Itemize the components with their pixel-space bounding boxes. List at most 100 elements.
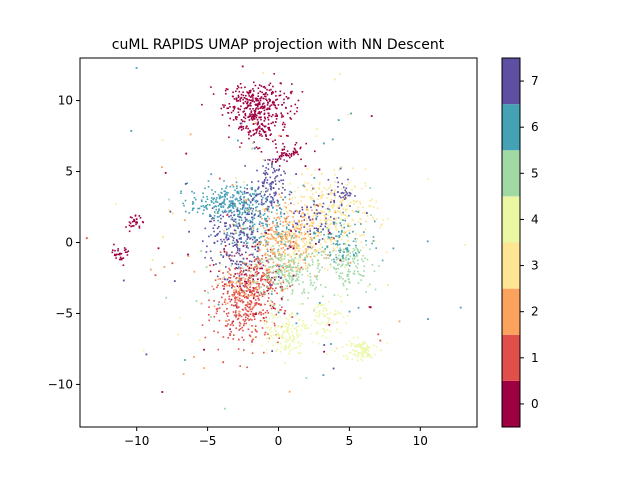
- scatter-point: [267, 261, 270, 264]
- scatter-point: [274, 308, 276, 310]
- scatter-point: [224, 245, 227, 247]
- scatter-point: [200, 205, 203, 208]
- scatter-point: [269, 284, 271, 286]
- scatter-point: [239, 146, 241, 148]
- scatter-point: [361, 275, 363, 277]
- scatter-point: [275, 118, 278, 120]
- scatter-point: [288, 321, 291, 324]
- scatter-point: [267, 188, 269, 191]
- scatter-point: [289, 345, 291, 347]
- scatter-point: [236, 209, 239, 211]
- scatter-point: [293, 203, 295, 206]
- scatter-point: [233, 334, 235, 336]
- scatter-point: [257, 103, 260, 105]
- scatter-point: [228, 215, 230, 218]
- scatter-point: [224, 299, 226, 302]
- scatter-point: [262, 313, 265, 315]
- scatter-point: [281, 192, 283, 194]
- scatter-point: [284, 230, 287, 232]
- scatter-point: [289, 228, 292, 231]
- scatter-point: [271, 301, 274, 303]
- scatter-point: [233, 275, 235, 277]
- scatter-point: [271, 249, 274, 252]
- scatter-point: [271, 90, 274, 93]
- scatter-point: [236, 246, 238, 248]
- scatter-point: [242, 201, 244, 204]
- scatter-point: [282, 239, 285, 242]
- scatter-point: [245, 202, 247, 204]
- scatter-point: [221, 114, 224, 116]
- scatter-point: [366, 353, 369, 356]
- scatter-point: [290, 155, 293, 157]
- scatter-point: [233, 314, 236, 317]
- scatter-point: [280, 255, 283, 257]
- scatter-point: [276, 212, 278, 215]
- scatter-point: [242, 206, 244, 209]
- scatter-point: [222, 215, 224, 218]
- scatter-point: [219, 230, 221, 233]
- cluster-label-7: [322, 177, 356, 209]
- scatter-point: [276, 151, 279, 153]
- scatter-point: [247, 302, 249, 305]
- scatter-point: [342, 211, 344, 214]
- scatter-point: [129, 222, 132, 225]
- scatter-point: [280, 235, 282, 238]
- scatter-point: [235, 267, 237, 269]
- scatter-point: [254, 313, 257, 315]
- scatter-point: [64, 179, 66, 181]
- scatter-point: [290, 272, 292, 274]
- scatter-point: [259, 134, 261, 137]
- scatter-point: [268, 317, 271, 320]
- scatter-point: [279, 281, 282, 283]
- scatter-point: [142, 349, 145, 352]
- scatter-point: [213, 197, 216, 200]
- scatter-point: [276, 216, 279, 219]
- scatter-point: [261, 327, 264, 329]
- scatter-point: [253, 260, 256, 262]
- scatter-point: [366, 258, 369, 261]
- scatter-point: [241, 336, 243, 339]
- scatter-point: [238, 289, 241, 292]
- scatter-point: [340, 192, 343, 195]
- scatter-point: [287, 97, 289, 100]
- scatter-point: [240, 216, 243, 219]
- scatter-point: [270, 115, 273, 118]
- scatter-point: [221, 188, 223, 190]
- scatter-point: [216, 310, 218, 312]
- scatter-point: [298, 345, 301, 347]
- scatter-point: [240, 277, 243, 280]
- scatter-point: [326, 223, 329, 225]
- scatter-point: [360, 279, 362, 281]
- scatter-point: [280, 155, 283, 158]
- scatter-point: [218, 196, 221, 198]
- scatter-point: [260, 85, 263, 87]
- scatter-point: [269, 334, 272, 337]
- scatter-point: [284, 325, 287, 328]
- scatter-point: [233, 203, 235, 205]
- scatter-point: [299, 147, 302, 150]
- scatter-point: [291, 197, 294, 199]
- scatter-point: [260, 201, 263, 203]
- scatter-point: [314, 150, 316, 153]
- scatter-point: [126, 251, 128, 254]
- scatter-point: [213, 305, 216, 308]
- scatter-point: [315, 218, 318, 221]
- scatter-point: [265, 223, 267, 225]
- scatter-point: [251, 99, 253, 101]
- scatter-point: [315, 128, 318, 130]
- scatter-point: [299, 333, 301, 336]
- scatter-point: [318, 263, 320, 265]
- scatter-point: [257, 258, 260, 260]
- scatter-point: [232, 207, 235, 209]
- scatter-point: [364, 185, 367, 187]
- scatter-point: [239, 203, 242, 205]
- scatter-point: [298, 212, 301, 214]
- scatter-point: [258, 287, 260, 290]
- scatter-point: [264, 331, 267, 334]
- scatter-point: [316, 275, 319, 277]
- scatter-point: [261, 295, 264, 298]
- scatter-point: [355, 244, 357, 247]
- scatter-point: [369, 205, 372, 207]
- scatter-point: [283, 152, 286, 154]
- scatter-point: [229, 269, 231, 271]
